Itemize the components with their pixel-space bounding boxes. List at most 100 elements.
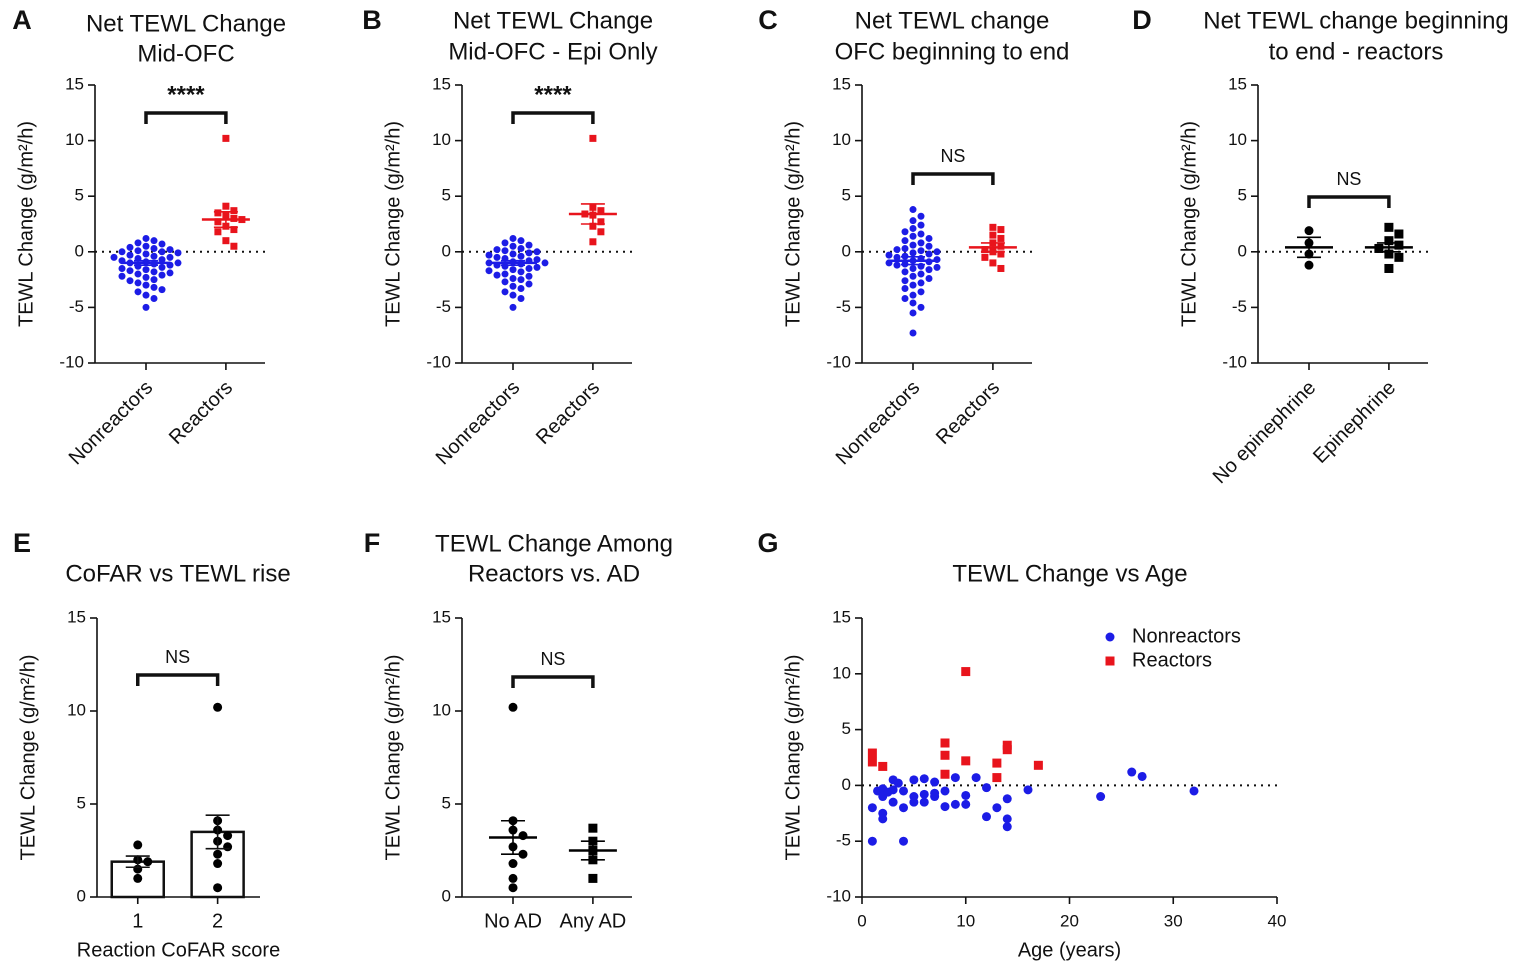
- data-point: [989, 231, 997, 239]
- data-point: [901, 295, 909, 303]
- data-point: [533, 263, 541, 271]
- scatter-point: [950, 773, 960, 783]
- data-point: [525, 272, 533, 280]
- y-tick-label: 5: [442, 186, 451, 205]
- scatter-point: [1002, 745, 1012, 755]
- data-point: [143, 857, 153, 867]
- data-point: [589, 134, 597, 142]
- scatter-point: [950, 799, 960, 809]
- data-point: [508, 883, 518, 893]
- data-point: [517, 237, 525, 245]
- data-point: [1304, 260, 1314, 270]
- x-tick-label: Reactors: [165, 377, 237, 449]
- data-point: [174, 249, 182, 257]
- significance-bracket: [511, 111, 595, 124]
- y-tick-label: 10: [67, 700, 86, 719]
- legend-label: Nonreactors: [1132, 625, 1241, 647]
- y-tick-label: 5: [842, 719, 851, 738]
- scatter-point: [909, 797, 919, 807]
- data-point: [1384, 263, 1394, 273]
- data-point: [933, 248, 941, 256]
- scatter-point: [1189, 786, 1199, 796]
- data-point: [134, 279, 142, 287]
- data-point: [485, 267, 493, 275]
- data-point: [501, 278, 509, 286]
- data-point: [1384, 236, 1394, 246]
- data-point: [493, 271, 501, 279]
- data-point: [525, 264, 533, 272]
- data-point: [1384, 222, 1394, 232]
- data-point: [110, 253, 118, 261]
- data-point: [1394, 252, 1404, 262]
- legend-marker: [1105, 632, 1115, 642]
- data-point: [501, 247, 509, 255]
- data-point: [509, 282, 517, 290]
- data-point: [142, 281, 150, 289]
- scatter-point: [961, 667, 971, 677]
- data-point: [134, 239, 142, 247]
- y-tick-label: 0: [442, 886, 451, 905]
- data-point: [222, 202, 230, 210]
- scatter-point: [940, 786, 950, 796]
- x-tick-label: 10: [956, 911, 975, 930]
- data-point: [133, 873, 143, 883]
- chart-title: Reactors vs. AD: [468, 560, 640, 587]
- scatter-point: [867, 757, 877, 767]
- data-point: [166, 246, 174, 254]
- chart-title: Mid-OFC - Epi Only: [448, 38, 657, 65]
- data-point: [925, 266, 933, 274]
- y-tick-label: -5: [436, 297, 451, 316]
- data-point: [901, 268, 909, 276]
- scatter-point: [992, 758, 1002, 768]
- data-point: [150, 237, 158, 245]
- x-tick-label: 2: [212, 910, 223, 932]
- scatter-point: [982, 783, 991, 793]
- y-tick-label: 15: [832, 607, 851, 626]
- y-tick-label: 15: [832, 74, 851, 93]
- data-point: [909, 329, 917, 337]
- y-tick-label: 15: [65, 74, 84, 93]
- data-point: [126, 267, 134, 275]
- y-tick-label: -5: [69, 297, 84, 316]
- data-point: [509, 291, 517, 299]
- data-point: [517, 295, 525, 303]
- data-point: [223, 842, 233, 852]
- legend-marker: [1105, 656, 1115, 666]
- data-point: [981, 246, 989, 254]
- x-axis-label: Age (years): [1018, 939, 1121, 961]
- y-axis-label: TEWL Change (g/m²/h): [382, 121, 404, 327]
- y-tick-label: -5: [836, 297, 851, 316]
- data-point: [997, 250, 1005, 258]
- data-point: [1394, 229, 1404, 239]
- data-point: [509, 250, 517, 258]
- data-point: [493, 253, 501, 261]
- data-point: [166, 253, 174, 261]
- data-point: [909, 281, 917, 289]
- legend-label: Reactors: [1132, 649, 1212, 671]
- data-point: [917, 247, 925, 255]
- significance-label: ****: [534, 81, 572, 108]
- data-point: [158, 263, 166, 271]
- scatter-point: [899, 803, 908, 813]
- data-point: [485, 251, 493, 259]
- data-point: [533, 256, 541, 264]
- scatter-point: [1002, 814, 1012, 824]
- data-point: [142, 242, 150, 250]
- scatter-point: [940, 769, 950, 779]
- scatter-point: [867, 836, 877, 846]
- data-point: [501, 288, 509, 296]
- data-point: [917, 288, 925, 296]
- y-tick-label: -10: [1222, 352, 1247, 371]
- data-point: [541, 259, 549, 267]
- data-point: [517, 284, 525, 292]
- data-point: [588, 823, 598, 833]
- data-point: [909, 264, 917, 272]
- y-tick-label: 5: [1238, 186, 1247, 205]
- significance-label: NS: [165, 647, 190, 667]
- data-point: [597, 228, 605, 236]
- data-point: [901, 244, 909, 252]
- panel-letter: D: [1132, 5, 1152, 35]
- data-point: [230, 226, 238, 234]
- data-point: [150, 295, 158, 303]
- y-axis-label: TEWL Change (g/m²/h): [782, 121, 804, 327]
